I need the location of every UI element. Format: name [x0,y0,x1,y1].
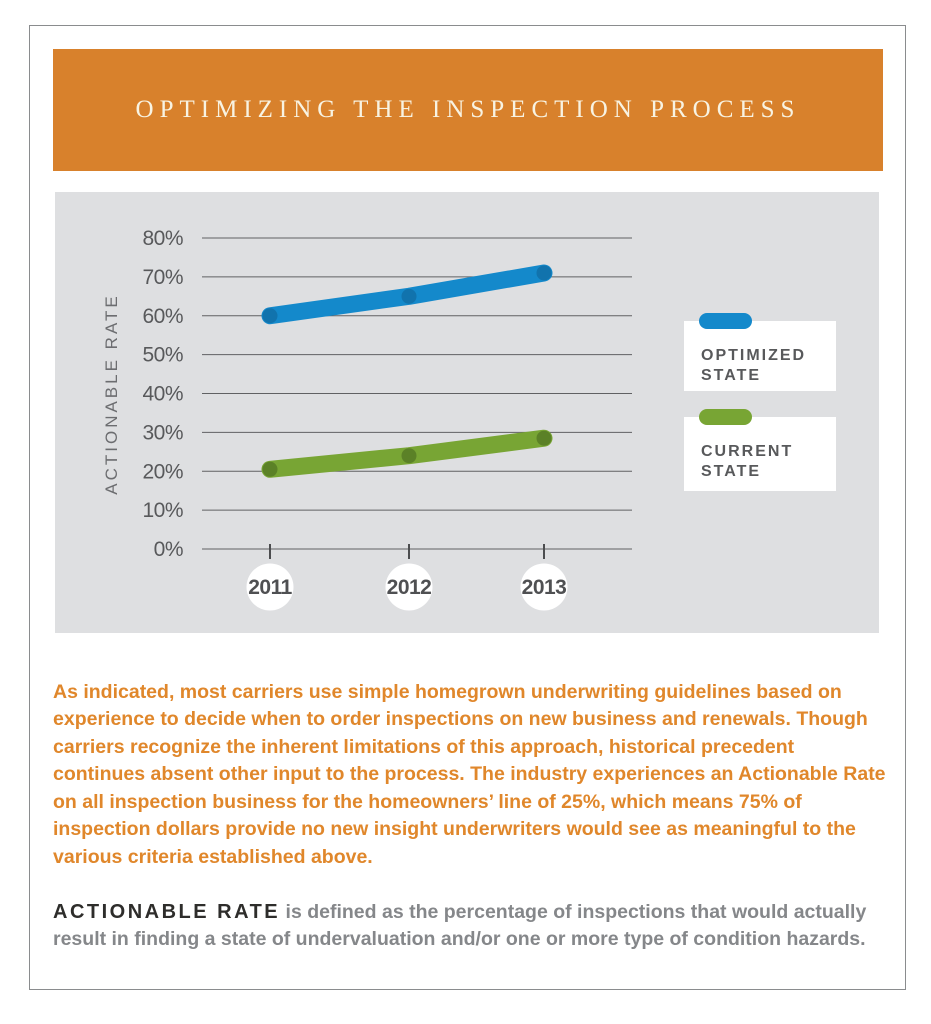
y-tick-label: 40% [142,383,183,406]
y-tick-label: 0% [154,538,183,561]
x-tick-label: 2013 [522,576,567,599]
x-tick-bubble [385,563,433,611]
legend-swatch-blue [699,313,752,329]
y-tick-label: 70% [142,266,183,289]
x-tick-bubble [520,563,568,611]
data-point [401,448,417,464]
x-tick-label: 2012 [387,576,432,599]
chart-panel: 0% 10% 20% 30% 40% 50% 60% 70% 80% ACTIONABLE RAT… [55,192,879,633]
y-tick-label: 20% [142,460,183,483]
data-point [262,461,278,477]
infographic-card: OPTIMIZING THE INSPECTION PROCESS 0% 10% 2… [29,25,906,990]
x-tick-bubble [246,563,294,611]
definition-text: is defined as the percentage of inspecti… [53,900,867,951]
data-point [401,288,417,304]
y-tick-label: 10% [142,499,183,522]
definition-term: ACTIONABLE RATE [53,900,281,923]
legend-swatch-green [699,409,752,425]
data-point [536,265,552,281]
actionable-rate-chart: 0% 10% 20% 30% 40% 50% 60% 70% 80% ACTIONABLE RAT… [102,227,632,611]
legend-label-current-state: CURRENT STATE [701,443,794,480]
commentary-paragraph: As indicated, most carriers use simple h… [53,680,886,868]
legend-item-current-state: CURRENT STATE [684,409,836,491]
y-tick-label: 30% [142,421,183,444]
y-axis-title: ACTIONABLE RATE [102,293,121,495]
legend-item-optimized-state: OPTIMIZED STATE [684,313,836,391]
y-tick-label: 80% [142,227,183,250]
y-tick-label: 60% [142,305,183,328]
legend-label-optimized-state: OPTIMIZED STATE [701,347,807,384]
data-point [536,430,552,446]
y-tick-label: 50% [142,344,183,367]
data-point [262,308,278,324]
x-tick-label: 2011 [248,576,292,599]
definition-paragraph: ACTIONABLE RATE is defined as the percen… [53,899,887,954]
header-banner: OPTIMIZING THE INSPECTION PROCESS [53,49,883,171]
page-title: OPTIMIZING THE INSPECTION PROCESS [135,96,801,123]
